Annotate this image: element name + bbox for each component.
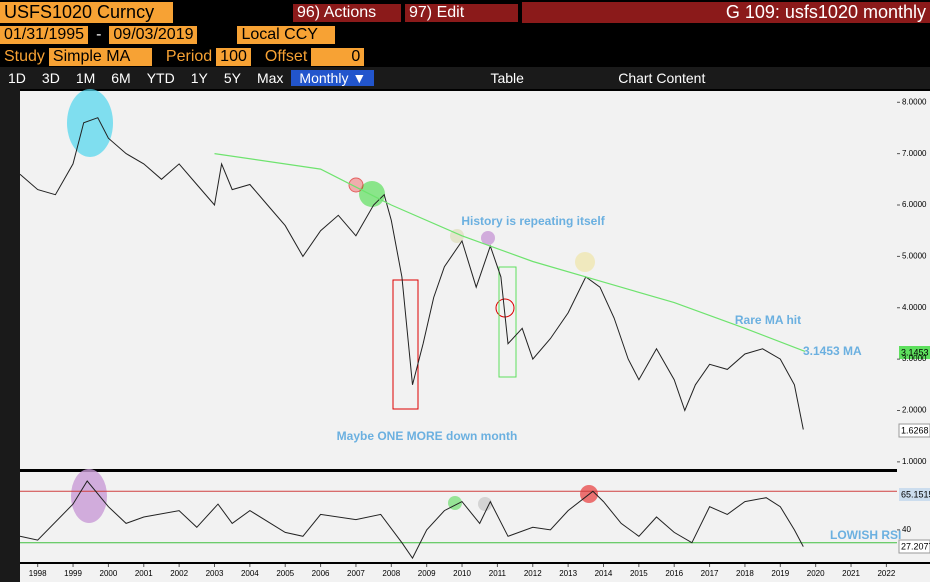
x-tick-label: 2007 xyxy=(347,569,365,578)
ticker[interactable]: USFS1020 Curncy xyxy=(0,2,173,23)
series-line xyxy=(214,153,806,352)
price-panel xyxy=(20,91,897,469)
x-tick-label: 2014 xyxy=(595,569,613,578)
x-tick-label: 2019 xyxy=(771,569,789,578)
value-tag-label: 27.2077 xyxy=(901,541,930,551)
actions-menu[interactable]: 96) Actions xyxy=(293,3,401,22)
y-tick-label: 5.0000 xyxy=(902,251,927,260)
x-tick-label: 2018 xyxy=(736,569,754,578)
range-button[interactable]: 1Y xyxy=(190,70,208,86)
period[interactable]: 100 xyxy=(216,47,251,66)
y-tick-label: 2.0000 xyxy=(902,406,927,415)
x-tick-label: 2011 xyxy=(489,569,507,578)
offset[interactable]: 0 xyxy=(311,47,365,66)
x-tick-label: 2017 xyxy=(701,569,719,578)
highlight xyxy=(498,266,517,378)
date-row: 01/31/1995 - 09/03/2019 Local CCY xyxy=(0,25,930,45)
x-tick-label: 2008 xyxy=(382,569,400,578)
x-tick-label: 2010 xyxy=(453,569,471,578)
x-tick-label: 2016 xyxy=(665,569,683,578)
annotation: Maybe ONE MORE down month xyxy=(337,429,518,443)
highlight xyxy=(575,252,595,272)
study[interactable]: Simple MA xyxy=(48,47,152,66)
highlight xyxy=(67,89,113,157)
x-tick-label: 2003 xyxy=(206,569,224,578)
x-tick-label: 2015 xyxy=(630,569,648,578)
y-tick-label: 7.0000 xyxy=(902,149,927,158)
value-tag-label: 3.1453 xyxy=(901,347,929,357)
x-tick-label: 2006 xyxy=(312,569,330,578)
highlight xyxy=(392,279,419,410)
range-button[interactable]: 6M xyxy=(111,70,131,86)
chart: History is repeating itself Rare MA hit … xyxy=(0,89,930,582)
table-button[interactable]: Table xyxy=(490,70,524,86)
x-tick-label: 2000 xyxy=(100,569,118,578)
highlight xyxy=(481,231,495,245)
highlight xyxy=(478,497,492,511)
range-button[interactable]: 1M xyxy=(75,70,96,86)
annotation: History is repeating itself xyxy=(461,214,605,228)
range-row: 1D 3D 1M 6M YTD 1Y 5Y Max Monthly ▼ Table Chart Co… xyxy=(0,67,930,89)
period-label: Period xyxy=(165,47,213,65)
x-tick-label: 2004 xyxy=(241,569,259,578)
x-tick-label: 2022 xyxy=(877,569,895,578)
x-axis-panel xyxy=(20,564,930,582)
x-tick-label: 2021 xyxy=(842,569,860,578)
edit-menu[interactable]: 97) Edit xyxy=(405,3,518,22)
offset-label: Offset xyxy=(264,47,308,65)
series-line xyxy=(19,480,804,560)
x-tick-label: 2013 xyxy=(559,569,577,578)
range-button[interactable]: YTD xyxy=(146,70,175,86)
x-tick-label: 2005 xyxy=(276,569,294,578)
x-tick-label: 2020 xyxy=(807,569,825,578)
title-bar: USFS1020 Curncy 96) Actions 97) Edit G 1… xyxy=(0,0,930,25)
y-axis-panel xyxy=(897,91,930,562)
range-button[interactable]: 5Y xyxy=(223,70,241,86)
y-tick-label: 4.0000 xyxy=(902,303,927,312)
value-tag xyxy=(898,539,930,554)
highlight xyxy=(71,469,107,523)
value-tag xyxy=(899,346,930,359)
y-tick-label: 3.0000 xyxy=(902,354,927,363)
y-tick-label: 6.0000 xyxy=(902,200,927,209)
annotation: Rare MA hit xyxy=(735,313,801,327)
x-tick-label: 2012 xyxy=(524,569,542,578)
x-tick-label: 2001 xyxy=(135,569,153,578)
end-date[interactable]: 09/03/2019 xyxy=(109,26,198,44)
chart-content-button[interactable]: Chart Content xyxy=(618,70,706,86)
range-button[interactable]: Max xyxy=(256,70,284,86)
annotation: LOWISH RSI xyxy=(830,528,901,542)
x-tick-label: 1999 xyxy=(64,569,82,578)
study-label: Study xyxy=(4,47,45,65)
x-tick-label: 2009 xyxy=(418,569,436,578)
rsi-panel xyxy=(20,472,897,562)
side-toolbar xyxy=(0,89,20,582)
value-tag-label: 1.6268 xyxy=(901,425,929,435)
window-title: G 109: usfs1020 monthly xyxy=(522,2,930,23)
x-tick-label: 2002 xyxy=(170,569,188,578)
y-tick-label: 1.0000 xyxy=(902,457,927,466)
study-row: Study Simple MA Period 100 Offset 0 xyxy=(0,46,930,67)
annotation: 3.1453 MA xyxy=(803,344,862,358)
range-button[interactable]: 1D xyxy=(8,70,26,86)
y-tick-label: 40 xyxy=(902,525,911,534)
y-tick-label: 8.0000 xyxy=(902,97,927,106)
value-tag xyxy=(899,488,930,501)
frequency-button[interactable]: Monthly ▼ xyxy=(291,70,375,86)
range-button[interactable]: 3D xyxy=(41,70,60,86)
value-tag-label: 65.1515 xyxy=(901,489,930,499)
value-tag xyxy=(898,423,930,438)
start-date[interactable]: 01/31/1995 xyxy=(0,26,89,44)
currency[interactable]: Local CCY xyxy=(237,26,336,44)
x-tick-label: 1998 xyxy=(29,569,47,578)
series-line xyxy=(19,117,804,430)
